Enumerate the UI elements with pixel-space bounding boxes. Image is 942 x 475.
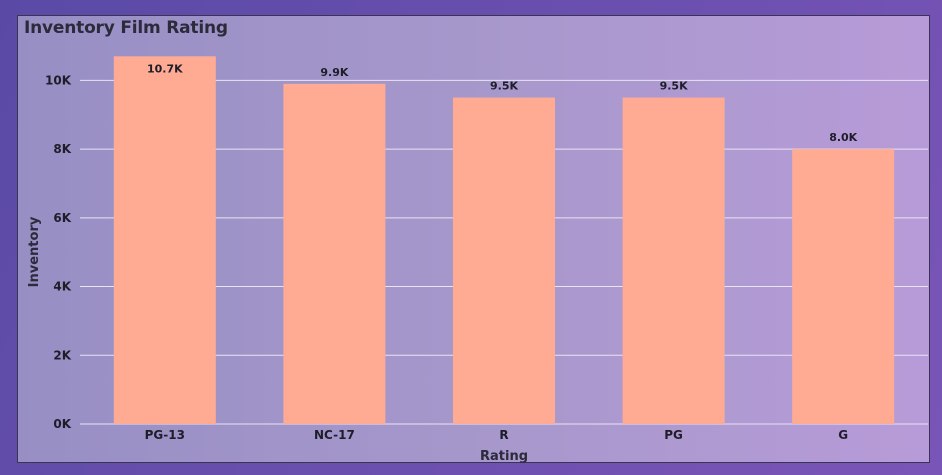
data-label: 8.0K xyxy=(829,131,857,144)
x-axis-title: Rating xyxy=(480,449,528,464)
data-label: 9.5K xyxy=(660,80,688,93)
y-tick-label: 10K xyxy=(45,73,72,87)
data-label: 9.5K xyxy=(490,80,518,93)
x-tick-label: NC-17 xyxy=(314,428,355,442)
y-tick-label: 8K xyxy=(53,142,71,156)
y-axis-title: Inventory xyxy=(27,216,42,287)
y-tick-label: 6K xyxy=(53,211,71,225)
x-tick-label: G xyxy=(838,428,848,442)
x-tick-label: PG-13 xyxy=(145,428,185,442)
chart-title: Inventory Film Rating xyxy=(24,18,228,38)
bar-pg[interactable] xyxy=(622,97,725,424)
bar-chart: 0K 2K 4K 6K 8K 10K 10.7K PG-13 9.9K NC-17 9.5K R 9.5… xyxy=(27,56,928,464)
x-tick-label: PG xyxy=(664,428,683,442)
data-label: 9.9K xyxy=(320,66,348,79)
y-tick-label: 0K xyxy=(53,417,71,431)
y-tick-label: 2K xyxy=(53,348,71,362)
bar-g[interactable] xyxy=(792,149,895,424)
data-label: 10.7K xyxy=(147,62,183,75)
bar-pg-13[interactable] xyxy=(113,56,216,425)
chart-panel: Inventory Film Rating 0K 2K 4K 6K 8K 10K 10.7K… xyxy=(17,15,930,464)
y-tick-label: 4K xyxy=(53,280,71,294)
bar-nc-17[interactable] xyxy=(283,83,386,425)
bar-r[interactable] xyxy=(453,97,555,424)
x-tick-label: R xyxy=(499,428,508,442)
